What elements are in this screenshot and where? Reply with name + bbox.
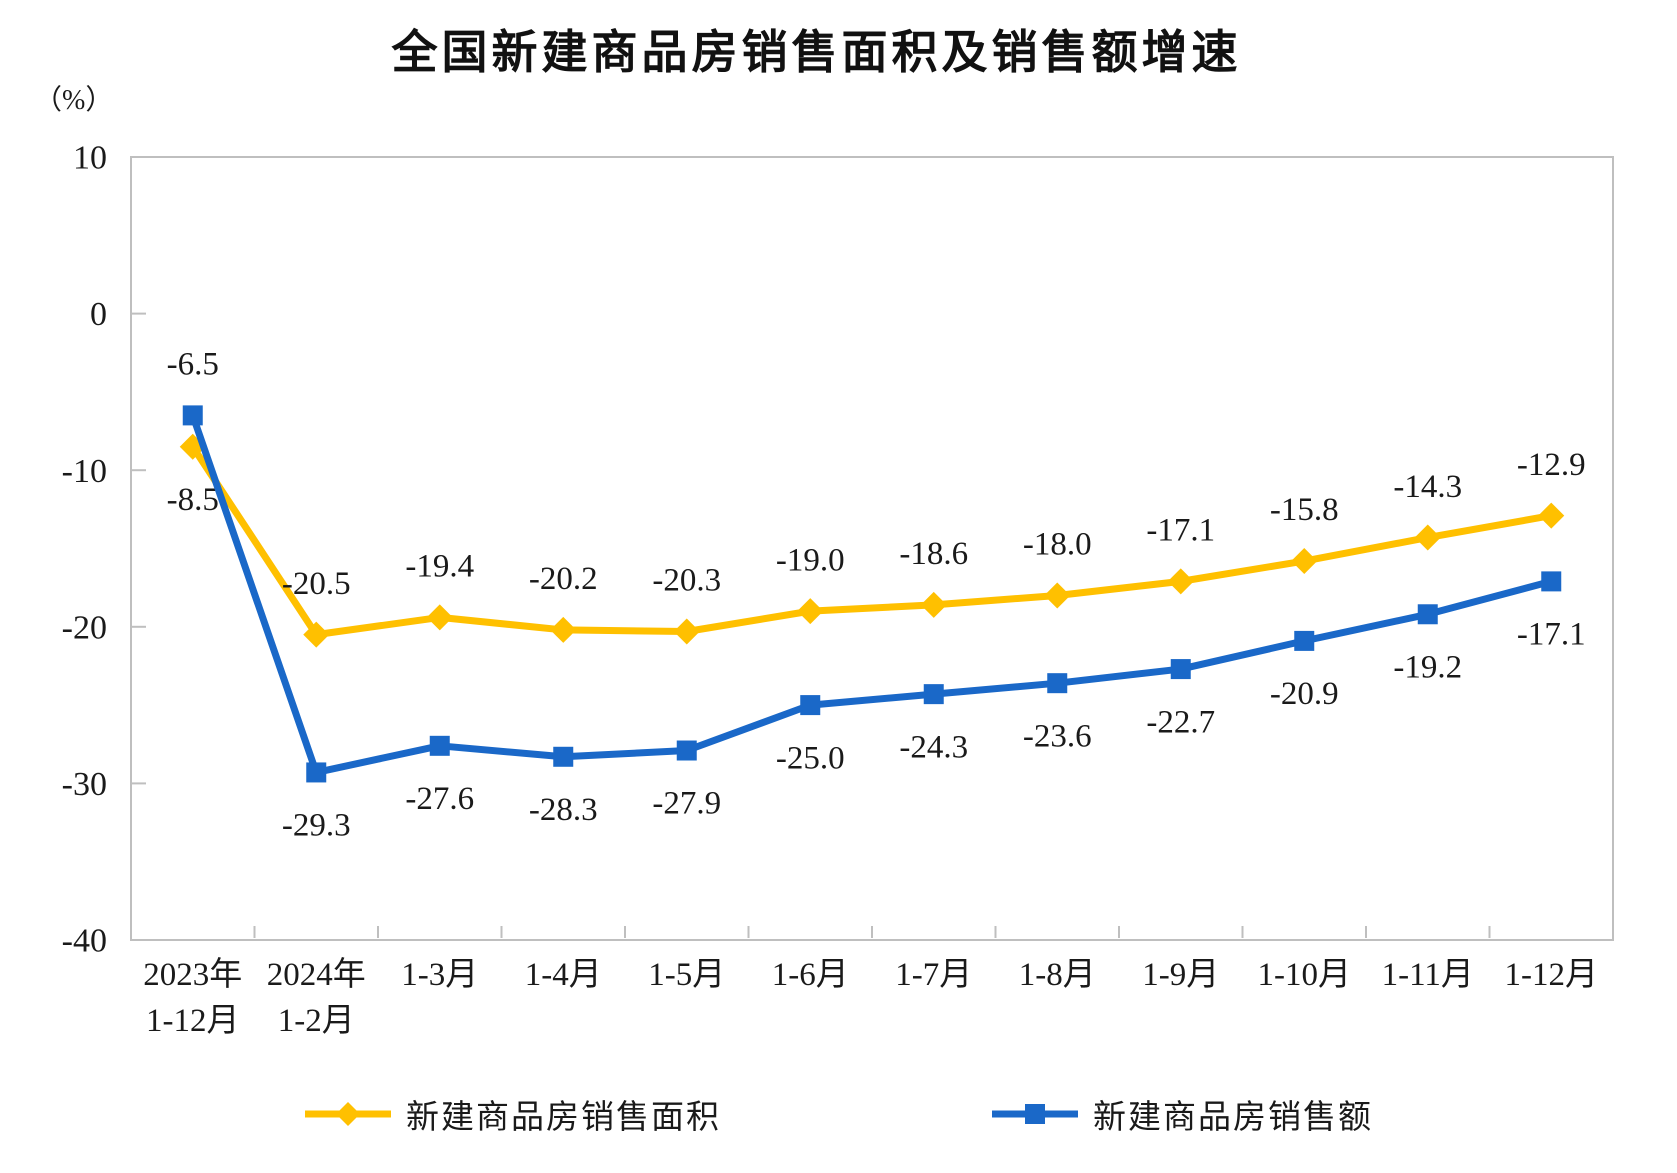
x-axis-category-label: 1-8月 (1019, 957, 1096, 993)
y-axis-tick-label: -10 (62, 453, 107, 490)
x-axis-category-label: 1-3月 (401, 957, 478, 993)
series-1-data-label: -22.7 (1146, 704, 1215, 740)
x-axis-category-label: 1-12月 (146, 1003, 240, 1039)
y-axis-unit-label: （%） (34, 85, 114, 116)
x-axis-category-label: 1-4月 (525, 957, 602, 993)
series-1-data-label: -29.3 (282, 808, 351, 844)
series-1-marker (676, 740, 697, 761)
series-0-line (189, 444, 1552, 639)
y-axis-tick-label: 0 (90, 296, 107, 333)
series-1-marker (923, 684, 944, 705)
series-0-data-label: -8.5 (167, 482, 219, 518)
series-0-marker (920, 591, 947, 618)
series-1-marker (553, 746, 574, 767)
chart-title: 全国新建商品房销售面积及销售额增速 (391, 26, 1242, 78)
series-1-data-label: -23.6 (1023, 718, 1092, 754)
series-1-marker (429, 735, 450, 756)
legend-item-1: 新建商品房销售额 (991, 1090, 1373, 1138)
series-1-marker (1541, 571, 1562, 592)
series-1-marker (800, 695, 821, 716)
y-axis-tick-label: -30 (62, 766, 107, 803)
series-0-marker (1414, 524, 1441, 551)
series-1-data-label: -24.3 (899, 729, 968, 765)
chart-legend: 新建商品房销售面积 新建商品房销售额 (0, 1088, 1677, 1140)
series-0-marker (673, 618, 700, 645)
legend-item-0: 新建商品房销售面积 (304, 1090, 721, 1138)
series-0-marker (1291, 548, 1318, 575)
series-1-marker (1417, 604, 1438, 625)
y-axis-tick-label: -40 (62, 923, 107, 960)
x-axis-category-label: 1-9月 (1142, 957, 1219, 993)
legend-item-label: 新建商品房销售面积 (406, 1098, 721, 1135)
series-1-data-label: -20.9 (1270, 676, 1339, 712)
legend-diamond-swatch-icon (305, 1102, 391, 1126)
series-0-data-label: -14.3 (1393, 469, 1462, 505)
series-1-data-label: -27.9 (652, 786, 721, 822)
series-0-data-label: -12.9 (1517, 447, 1586, 483)
series-1-data-label: -6.5 (167, 347, 219, 383)
series-1-data-label: -25.0 (776, 740, 845, 776)
x-axis-category-label: 1-7月 (895, 957, 972, 993)
series-0-data-label: -20.5 (282, 566, 351, 602)
series-0-marker (303, 621, 330, 648)
x-axis-category-label: 1-11月 (1382, 957, 1474, 993)
legend-item-label: 新建商品房销售额 (1093, 1098, 1373, 1135)
series-0-data-label: -18.6 (899, 536, 968, 572)
series-1-line (189, 414, 1553, 776)
series-0-marker (1167, 568, 1194, 595)
series-1-data-label: -17.1 (1517, 617, 1586, 653)
x-axis-category-label: 1-6月 (772, 957, 849, 993)
series-1-marker (182, 405, 203, 426)
series-0-data-label: -15.8 (1270, 492, 1339, 528)
series-1-marker (1294, 630, 1315, 651)
y-axis-tick-label: 10 (73, 140, 107, 177)
series-0-marker (1044, 582, 1071, 609)
series-1-marker (1170, 659, 1191, 680)
series-0-marker (550, 616, 577, 643)
plot-border (130, 156, 1614, 941)
series-1-data-label: -19.2 (1393, 649, 1462, 685)
series-0-data-label: -18.0 (1023, 527, 1092, 563)
series-1-data-label: -27.6 (405, 781, 474, 817)
legend-square-swatch-icon (992, 1104, 1078, 1124)
y-axis-tick-label: -20 (62, 609, 107, 646)
x-axis-category-label: 1-2月 (278, 1003, 355, 1039)
series-0-data-label: -17.1 (1146, 513, 1215, 549)
series-0-data-label: -19.0 (776, 542, 845, 578)
series-1-marker (1047, 673, 1068, 694)
x-axis-category-label: 1-5月 (648, 957, 725, 993)
series-1-data-label: -28.3 (529, 792, 598, 828)
x-axis-category-label: 1-10月 (1258, 957, 1352, 993)
series-0-data-label: -20.2 (529, 561, 598, 597)
x-axis-category-label: 2024年 (267, 956, 366, 993)
series-0-data-label: -19.4 (405, 549, 474, 585)
x-axis-category-label: 2023年 (143, 956, 242, 993)
series-0-marker (1538, 502, 1565, 529)
series-0-marker (797, 598, 824, 625)
x-axis-category-label: 1-12月 (1505, 957, 1599, 993)
series-1-marker (306, 762, 327, 783)
series-0-data-label: -20.3 (652, 563, 721, 599)
series-0-marker (426, 604, 453, 631)
